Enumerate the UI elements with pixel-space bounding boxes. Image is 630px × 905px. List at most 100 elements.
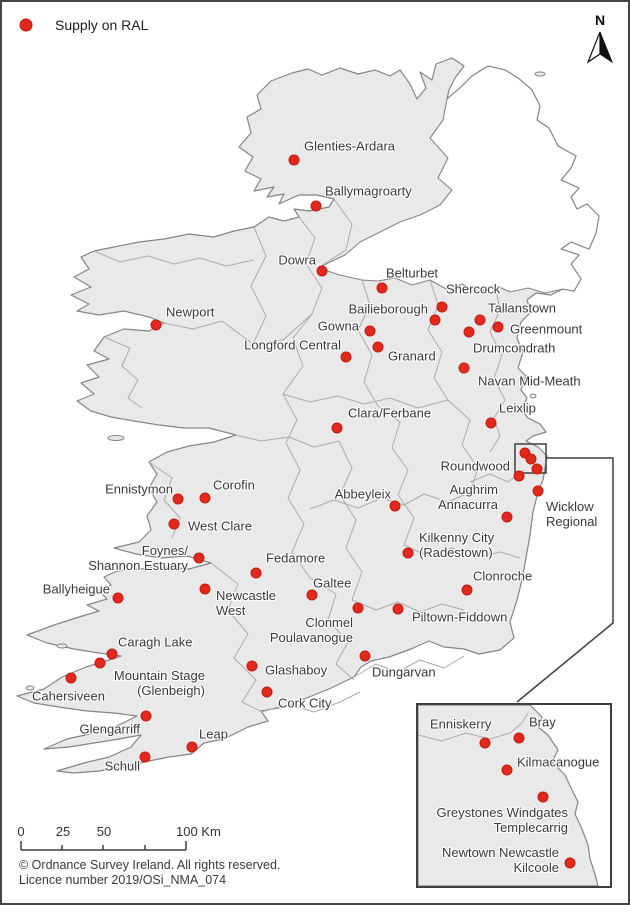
site-dot <box>513 732 525 744</box>
site-label: Foynes/Shannon Estuary <box>88 543 188 573</box>
inset-base-map <box>418 705 599 886</box>
site-dot <box>531 463 543 475</box>
site-label: Kilmacanogue <box>517 754 600 770</box>
site-dot <box>65 672 77 684</box>
site-dot <box>402 547 414 559</box>
credits-line-2: Licence number 2019/OSi_NMA_074 <box>19 873 227 887</box>
site-dot <box>186 741 198 753</box>
site-dot <box>372 341 384 353</box>
site-label: Corofin <box>213 477 255 493</box>
site-dot <box>331 422 343 434</box>
site-label: Tallanstown <box>488 300 556 316</box>
site-label: West Clare <box>188 518 253 534</box>
site-label: Glengarriff <box>79 721 140 737</box>
site-label: Dowra <box>278 252 316 268</box>
site-dot <box>310 200 322 212</box>
inset-landmass <box>418 705 599 886</box>
site-dot <box>261 686 273 698</box>
site-label: Schull <box>104 758 140 774</box>
site-dot <box>316 265 328 277</box>
site-dot <box>139 751 151 763</box>
site-label: Bray <box>529 714 556 730</box>
site-dot <box>199 492 211 504</box>
site-dot <box>513 470 525 482</box>
site-dot <box>340 351 352 363</box>
site-label: Kilkenny City (Radestown) <box>419 530 495 560</box>
inset-county-boundary <box>418 712 529 742</box>
site-label: Wicklow Regional <box>546 499 598 529</box>
site-dot <box>461 584 473 596</box>
site-label: Shercock <box>446 281 501 297</box>
site-dot <box>389 500 401 512</box>
site-label: Newport <box>166 304 215 320</box>
site-dot <box>106 648 118 660</box>
site-label: Leixlip <box>499 400 536 416</box>
site-dot <box>492 321 504 333</box>
site-label: Longford Central <box>244 337 341 353</box>
site-dot <box>525 453 537 465</box>
site-dot <box>501 511 513 523</box>
site-dot <box>458 362 470 374</box>
scale-bar <box>20 841 187 851</box>
site-label: Aughrim Annacurra <box>438 482 498 512</box>
site-dot <box>352 602 364 614</box>
site-dot <box>112 592 124 604</box>
site-label: Abbeyleix <box>334 486 391 502</box>
site-dot <box>429 314 441 326</box>
scale-label: 0 <box>17 824 25 839</box>
site-dot <box>537 791 549 803</box>
north-label: N <box>594 12 606 28</box>
north-arrow: N <box>586 12 614 66</box>
site-label: Leap <box>199 726 228 742</box>
site-label: Caragh Lake <box>118 634 193 650</box>
site-dot <box>288 154 300 166</box>
site-dot <box>150 319 162 331</box>
north-arrow-icon <box>586 31 614 64</box>
site-label: Roundwood <box>440 458 510 474</box>
site-dot <box>140 710 152 722</box>
site-dot <box>168 518 180 530</box>
site-dot <box>364 325 376 337</box>
site-dot <box>250 567 262 579</box>
site-label: Greystones Windgates Templecarrig <box>436 805 568 835</box>
site-dot <box>564 857 576 869</box>
site-label: Glenties-Ardara <box>304 138 396 154</box>
site-dot <box>359 650 371 662</box>
site-label: Clonmel Poulavanogue <box>269 615 353 645</box>
inset-leader-line <box>516 457 614 703</box>
site-label: Glashaboy <box>265 662 328 678</box>
credits-line-1: © Ordnance Survey Ireland. All rights re… <box>19 858 281 872</box>
site-label: Granard <box>388 348 436 364</box>
site-dot <box>306 589 318 601</box>
legend-label: Supply on RAL <box>55 17 149 33</box>
site-dot <box>172 493 184 505</box>
site-label: Navan Mid-Meath <box>478 373 581 389</box>
site-dot <box>94 657 106 669</box>
site-label: Drumcondrath <box>473 340 556 356</box>
site-label: Fedamore <box>266 550 326 566</box>
site-label: Galtee <box>313 575 352 591</box>
site-label: Dungarvan <box>372 664 436 680</box>
site-label: Mountain Stage (Glenbeigh) <box>113 668 205 698</box>
scale-label: 25 <box>55 824 71 839</box>
site-dot <box>463 326 475 338</box>
site-dot <box>474 314 486 326</box>
site-dot <box>532 485 544 497</box>
site-dot <box>392 603 404 615</box>
site-label: Cork City <box>278 695 332 711</box>
scale-label: 100 Km <box>176 824 221 839</box>
site-label: Gowna <box>317 318 359 334</box>
site-dot <box>376 282 388 294</box>
site-label: Newcastle West <box>216 588 276 618</box>
offshore-islands <box>25 71 546 691</box>
scale-label: 50 <box>96 824 112 839</box>
site-label: Newtown Newcastle Kilcoole <box>441 845 559 875</box>
site-label: Ballyheigue <box>42 581 110 597</box>
site-dot <box>193 552 205 564</box>
site-label: Enniskerry <box>430 716 492 732</box>
site-label: Cahersiveen <box>32 688 105 704</box>
site-dot <box>199 583 211 595</box>
site-label: Greenmount <box>510 321 583 337</box>
site-label: Bailieborough <box>348 301 428 317</box>
